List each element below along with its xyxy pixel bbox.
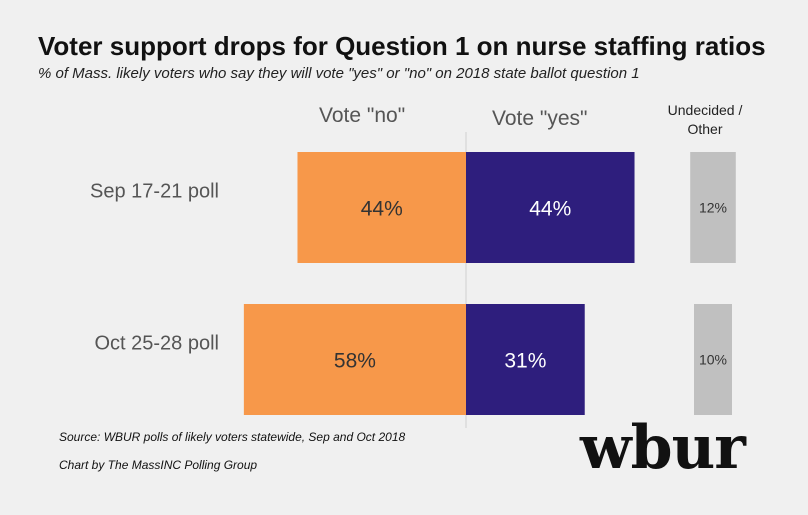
source-note: Source: WBUR polls of likely voters stat… [59, 430, 406, 444]
bar-yes [466, 152, 635, 263]
bar-no-label: 58% [334, 350, 376, 373]
bar-yes [466, 304, 585, 415]
column-header-yes: Vote "yes" [492, 107, 588, 130]
row-label: Oct 25-28 poll [94, 333, 219, 355]
bar-no [243, 304, 466, 415]
chart-title: Voter support drops for Question 1 on nu… [38, 31, 766, 61]
bar-no [297, 152, 466, 263]
bar-no-label: 44% [361, 198, 403, 221]
bar-undecided-label: 10% [699, 352, 727, 368]
bar-yes-label: 44% [529, 198, 571, 221]
column-header-undecided-line2: Other [687, 121, 723, 137]
column-header-undecided-line1: Undecided / [667, 102, 743, 118]
row-label: Sep 17-21 poll [90, 181, 219, 203]
credit-note: Chart by The MassINC Polling Group [59, 458, 258, 472]
bar-undecided-label: 12% [699, 200, 727, 216]
bar-undecided [694, 304, 732, 415]
wbur-logo: wbur [580, 413, 746, 483]
chart-subtitle: % of Mass. likely voters who say they wi… [38, 65, 640, 82]
column-header-no: Vote "no" [319, 104, 406, 127]
column-header-undecided: Undecided / Other [655, 101, 755, 139]
bar-yes-label: 31% [504, 350, 546, 373]
bar-undecided [690, 152, 736, 263]
